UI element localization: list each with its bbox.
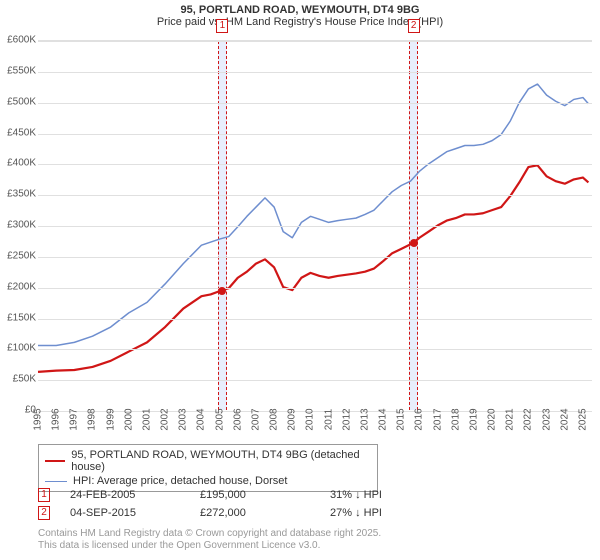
annotation-date: 24-FEB-2005 [70, 489, 180, 501]
gridline [38, 349, 592, 350]
xtick-label: 2010 [305, 408, 316, 430]
footer-line: This data is licensed under the Open Gov… [38, 540, 381, 552]
annotation-table: 1 24-FEB-2005 £195,000 31% ↓ HPI 2 04-SE… [38, 486, 440, 522]
xtick-label: 2016 [414, 408, 425, 430]
annotation-row: 1 24-FEB-2005 £195,000 31% ↓ HPI [38, 486, 440, 504]
ytick-label: £500K [7, 96, 36, 107]
ytick-label: £450K [7, 127, 36, 138]
legend-item-price-paid: 95, PORTLAND ROAD, WEYMOUTH, DT4 9BG (de… [45, 448, 371, 474]
gridline [38, 41, 592, 42]
xtick-label: 1997 [69, 408, 80, 430]
footer-line: Contains HM Land Registry data © Crown c… [38, 528, 381, 540]
xtick-label: 2017 [432, 408, 443, 430]
price-marker-dot [218, 287, 226, 295]
price-marker-label: 1 [216, 19, 228, 33]
annotation-date: 04-SEP-2015 [70, 507, 180, 519]
footer: Contains HM Land Registry data © Crown c… [38, 528, 381, 552]
legend-swatch [45, 481, 67, 482]
xtick-label: 2012 [341, 408, 352, 430]
xtick-label: 2015 [396, 408, 407, 430]
annotation-delta: 27% ↓ HPI [330, 507, 440, 519]
annotation-marker: 2 [38, 506, 50, 520]
gridline [38, 195, 592, 196]
gridline [38, 288, 592, 289]
price-marker-label: 2 [408, 19, 420, 33]
ytick-label: £100K [7, 343, 36, 354]
ytick-label: £350K [7, 189, 36, 200]
xtick-label: 2023 [541, 408, 552, 430]
ytick-label: £150K [7, 312, 36, 323]
chart-subtitle: Price paid vs. HM Land Registry's House … [0, 16, 600, 32]
series-line-hpi [38, 84, 588, 345]
gridline [38, 134, 592, 135]
gridline [38, 319, 592, 320]
gridline [38, 164, 592, 165]
xtick-label: 1999 [105, 408, 116, 430]
xtick-label: 2004 [196, 408, 207, 430]
plot-area: 12 [38, 40, 592, 410]
xtick-label: 2000 [123, 408, 134, 430]
gridline [38, 226, 592, 227]
gridline [38, 380, 592, 381]
xtick-label: 2003 [178, 408, 189, 430]
legend-label: 95, PORTLAND ROAD, WEYMOUTH, DT4 9BG (de… [71, 449, 371, 473]
series-line-price_paid [38, 165, 588, 372]
xtick-label: 2007 [250, 408, 261, 430]
legend-swatch [45, 460, 65, 462]
annotation-delta: 31% ↓ HPI [330, 489, 440, 501]
xtick-label: 2025 [577, 408, 588, 430]
xtick-label: 2009 [287, 408, 298, 430]
ytick-label: £600K [7, 35, 36, 46]
annotation-price: £195,000 [200, 489, 310, 501]
annotation-row: 2 04-SEP-2015 £272,000 27% ↓ HPI [38, 504, 440, 522]
xtick-label: 2002 [160, 408, 171, 430]
ytick-label: £250K [7, 250, 36, 261]
ytick-label: £50K [13, 374, 36, 385]
price-marker-dot [410, 239, 418, 247]
ytick-label: £550K [7, 65, 36, 76]
xtick-label: 1996 [51, 408, 62, 430]
xtick-label: 2008 [269, 408, 280, 430]
xtick-label: 2021 [505, 408, 516, 430]
xtick-label: 1995 [33, 408, 44, 430]
xtick-label: 2022 [523, 408, 534, 430]
xtick-label: 2019 [468, 408, 479, 430]
xtick-label: 2013 [359, 408, 370, 430]
xtick-label: 2014 [378, 408, 389, 430]
chart-title: 95, PORTLAND ROAD, WEYMOUTH, DT4 9BG [0, 0, 600, 16]
gridline [38, 72, 592, 73]
xtick-label: 2018 [450, 408, 461, 430]
xtick-label: 1998 [87, 408, 98, 430]
gridline [38, 103, 592, 104]
xtick-label: 2020 [487, 408, 498, 430]
annotation-marker: 1 [38, 488, 50, 502]
gridline [38, 257, 592, 258]
ytick-label: £400K [7, 158, 36, 169]
ytick-label: £200K [7, 281, 36, 292]
xtick-label: 2006 [232, 408, 243, 430]
xtick-label: 2001 [141, 408, 152, 430]
xtick-label: 2011 [323, 409, 334, 431]
xtick-label: 2024 [559, 408, 570, 430]
annotation-price: £272,000 [200, 507, 310, 519]
xtick-label: 2005 [214, 408, 225, 430]
ytick-label: £300K [7, 220, 36, 231]
legend: 95, PORTLAND ROAD, WEYMOUTH, DT4 9BG (de… [38, 444, 378, 492]
